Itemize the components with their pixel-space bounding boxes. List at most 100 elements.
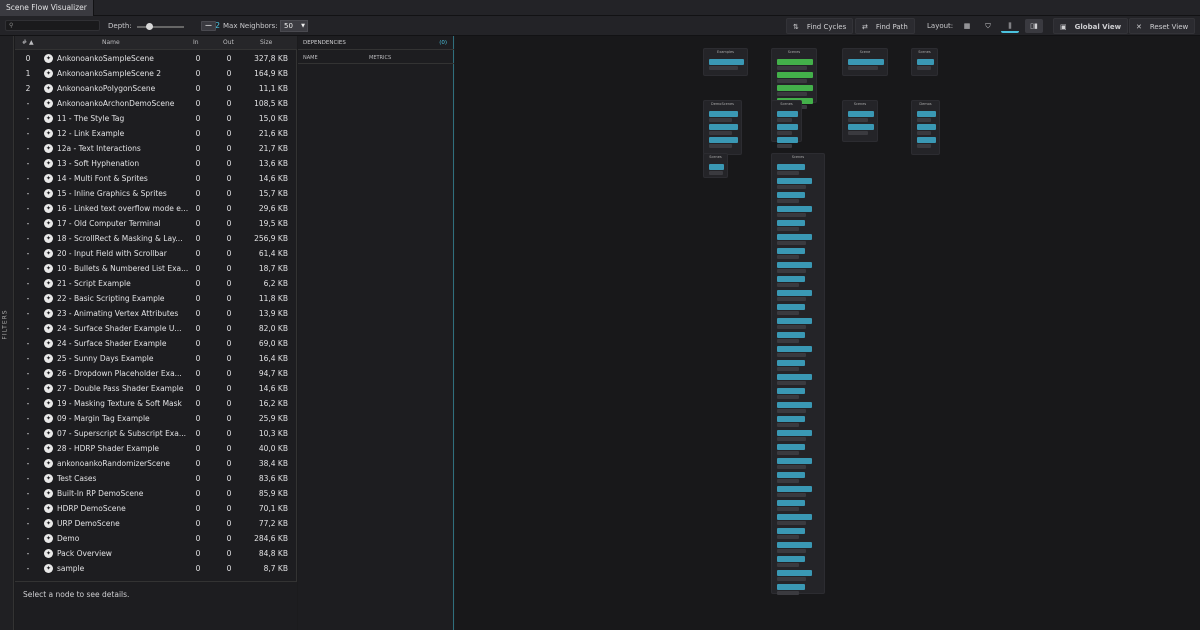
table-row[interactable]: 1 ✦ AnkonoankoSampleScene 2 0 0 164,9 KB [15,66,289,81]
find-cycles-button[interactable]: ⇅ Find Cycles [786,18,854,34]
table-row[interactable]: - ✦ 26 - Dropdown Placeholder Exa... 0 0 94,7… [15,366,289,381]
graph-node[interactable] [777,290,812,296]
graph-node[interactable] [777,59,813,65]
filters-sidebar[interactable]: FILTERS [0,36,14,630]
table-row[interactable]: - ✦ 09 - Margin Tag Example 0 0 25,9 KB [15,411,289,426]
graph-group[interactable]: Scenes [771,48,817,109]
table-row[interactable]: - ✦ 13 - Soft Hyphenation 0 0 13,6 KB [15,156,289,171]
table-row[interactable]: - ✦ 18 - ScrollRect & Masking & Lay... 0 0 25… [15,231,289,246]
global-view-button[interactable]: ▣ Global View [1053,18,1129,34]
toggle-panel-icon[interactable]: ▯▮ [1025,19,1043,33]
grid-layout-icon[interactable]: ▦ [963,22,971,30]
table-row[interactable]: - ✦ ankonoankoRandomizerScene 0 0 38,4 KB [15,456,289,471]
graph-node[interactable] [777,458,812,464]
graph-node[interactable] [777,206,812,212]
graph-node[interactable] [848,124,874,130]
graph-node[interactable] [709,124,738,130]
table-row[interactable]: - ✦ 21 - Script Example 0 0 6,2 KB [15,276,289,291]
graph-group[interactable]: Examples [703,48,748,76]
table-row[interactable]: - ✦ 22 - Basic Scripting Example 0 0 11,8 KB [15,291,289,306]
graph-node[interactable] [777,472,805,478]
graph-node[interactable] [777,486,812,492]
graph-node[interactable] [777,514,812,520]
table-row[interactable]: - ✦ Test Cases 0 0 83,6 KB [15,471,289,486]
depth-input-button[interactable]: ━━ [201,21,216,31]
table-row[interactable]: - ✦ HDRP DemoScene 0 0 70,1 KB [15,501,289,516]
graph-node[interactable] [777,111,798,117]
table-row[interactable]: - ✦ 17 - Old Computer Terminal 0 0 19,5 KB [15,216,289,231]
graph-node[interactable] [777,388,805,394]
graph-node[interactable] [777,346,812,352]
table-row[interactable]: - ✦ 12a - Text Interactions 0 0 21,7 KB [15,141,289,156]
graph-node[interactable] [777,304,805,310]
reset-view-button[interactable]: ✕ Reset View [1129,18,1196,34]
table-row[interactable]: - ✦ URP DemoScene 0 0 77,2 KB [15,516,289,531]
search-input[interactable]: ⚲ [5,20,100,31]
table-row[interactable]: 2 ✦ AnkonoankoPolygonScene 0 0 11,1 KB [15,81,289,96]
graph-node[interactable] [777,500,805,506]
graph-node[interactable] [777,332,805,338]
tab-scene-flow-visualizer[interactable]: Scene Flow Visualizer [0,0,94,16]
graph-node[interactable] [777,234,812,240]
header-index[interactable]: # ▲ [22,36,34,50]
table-row[interactable]: - ✦ 25 - Sunny Days Example 0 0 16,4 KB [15,351,289,366]
graph-node[interactable] [777,248,805,254]
graph-node[interactable] [777,556,805,562]
graph-node[interactable] [777,276,805,282]
dep-col-name[interactable]: NAME [303,55,318,61]
graph-node[interactable] [777,318,812,324]
graph-node[interactable] [777,137,798,143]
graph-node[interactable] [777,164,805,170]
table-row[interactable]: - ✦ 23 - Animating Vertex Attributes 0 0 13,9… [15,306,289,321]
graph-node[interactable] [777,416,805,422]
graph-node[interactable] [848,59,884,65]
header-in[interactable]: In [193,39,199,46]
graph-node[interactable] [777,542,812,548]
table-row[interactable]: - ✦ Pack Overview 0 0 84,8 KB [15,546,289,561]
table-row[interactable]: - ✦ 16 - Linked text overflow mode ex... 0 0… [15,201,289,216]
header-out[interactable]: Out [223,39,234,46]
table-row[interactable]: - ✦ 24 - Surface Shader Example U... 0 0 82,0… [15,321,289,336]
table-row[interactable]: - ✦ 10 - Bullets & Numbered List Exa... 0 0 1… [15,261,289,276]
graph-group[interactable]: Scenes [771,100,802,148]
graph-node[interactable] [777,430,812,436]
table-row[interactable]: - ✦ 27 - Double Pass Shader Example 0 0 14,6 … [15,381,289,396]
table-row[interactable]: - ✦ 11 - The Style Tag 0 0 15,0 KB [15,111,289,126]
graph-group[interactable]: Demos [911,100,940,155]
find-path-button[interactable]: ⇄ Find Path [855,18,915,34]
graph-group[interactable]: DemoScenes [703,100,742,155]
graph-group[interactable]: Scenes [842,100,878,142]
graph-node[interactable] [917,111,936,117]
table-row[interactable]: - ✦ 12 - Link Example 0 0 21,6 KB [15,126,289,141]
graph-node[interactable] [777,72,813,78]
graph-node[interactable] [777,528,805,534]
table-row[interactable]: - ✦ Built-In RP DemoScene 0 0 85,9 KB [15,486,289,501]
table-row[interactable]: - ✦ 14 - Multi Font & Sprites 0 0 14,6 KB [15,171,289,186]
table-row[interactable]: - ✦ 28 - HDRP Shader Example 0 0 40,0 KB [15,441,289,456]
graph-group[interactable]: Scenes [703,153,728,178]
max-neighbors-select[interactable]: 50 ▼ [280,20,308,32]
graph-node[interactable] [777,444,805,450]
graph-node[interactable] [777,262,812,268]
graph-node[interactable] [777,584,805,590]
table-row[interactable]: - ✦ 24 - Surface Shader Example 0 0 69,0 KB [15,336,289,351]
table-row[interactable]: - ✦ 07 - Superscript & Subscript Exa... 0 0 1… [15,426,289,441]
graph-node[interactable] [777,220,805,226]
graph-node[interactable] [709,111,738,117]
graph-group[interactable]: Scenes [911,48,938,76]
graph-node[interactable] [709,59,744,65]
graph-node[interactable] [917,59,934,65]
table-row[interactable]: - ✦ AnkonoankoArchonDemoScene 0 0 108,5 KB [15,96,289,111]
graph-group[interactable]: Scene [842,48,888,76]
graph-node[interactable] [709,164,724,170]
graph-node[interactable] [917,137,936,143]
graph-node[interactable] [777,124,798,130]
depth-slider[interactable] [137,26,184,28]
graph-node[interactable] [917,124,936,130]
graph-node[interactable] [848,111,874,117]
hierarchy-layout-icon[interactable]: ⫼ [1001,19,1019,33]
table-row[interactable]: - ✦ 20 - Input Field with Scrollbar 0 0 61,4 … [15,246,289,261]
table-row[interactable]: - ✦ sample 0 0 8,7 KB [15,561,289,576]
table-row[interactable]: - ✦ 15 - Inline Graphics & Sprites 0 0 15,7 K… [15,186,289,201]
graph-node[interactable] [777,402,812,408]
